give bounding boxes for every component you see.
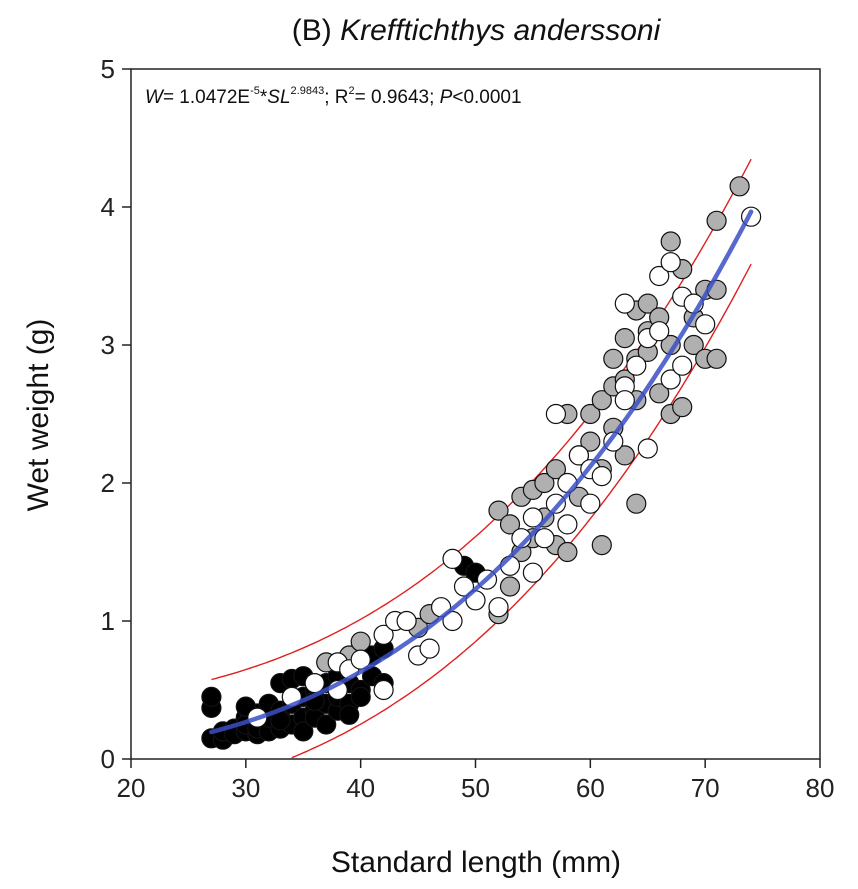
- data-point: [626, 355, 647, 376]
- y-tick-label: 0: [101, 744, 115, 774]
- x-tick-label: 80: [806, 773, 835, 803]
- data-point: [637, 293, 658, 314]
- data-point: [591, 390, 612, 411]
- x-tick-label: 20: [117, 773, 146, 803]
- y-axis-title: Wet weight (g): [22, 319, 55, 512]
- data-point: [580, 403, 601, 425]
- data-point: [660, 252, 681, 273]
- data-point: [683, 334, 704, 356]
- data-point: [522, 562, 544, 583]
- prediction-band-lower: [291, 263, 752, 759]
- data-point: [350, 631, 371, 652]
- x-axis-title: Standard length (mm): [331, 846, 621, 879]
- data-point: [614, 328, 635, 349]
- data-point: [522, 507, 544, 528]
- data-point: [672, 397, 693, 418]
- data-point: [580, 493, 601, 514]
- plot-area: [130, 68, 821, 760]
- data-point: [603, 348, 624, 369]
- data-point: [534, 528, 555, 549]
- y-tick-label: 2: [101, 468, 115, 498]
- y-tick-label: 1: [101, 606, 115, 636]
- x-tick-label: 40: [346, 773, 375, 803]
- data-point: [660, 369, 681, 390]
- data-point: [649, 321, 670, 342]
- data-point: [488, 500, 509, 521]
- data-point: [706, 348, 727, 369]
- x-tick-label: 50: [461, 773, 490, 803]
- data-point: [442, 548, 463, 570]
- data-point: [499, 576, 521, 597]
- data-point: [557, 514, 578, 535]
- data-point: [453, 576, 475, 597]
- data-point: [706, 210, 727, 231]
- data-point: [637, 438, 658, 459]
- data-point: [293, 721, 314, 742]
- data-point: [660, 231, 681, 252]
- chart-title: (B) Krefftichthys anderssoni: [292, 14, 662, 47]
- data-point: [545, 459, 567, 480]
- data-point: [396, 610, 417, 632]
- fit-curve: [209, 209, 754, 735]
- data-point: [534, 472, 555, 494]
- data-point: [557, 541, 578, 563]
- data-point: [614, 390, 635, 411]
- axes: 20 30 40 50 60 70 80 0 1 2 3 4 5: [101, 54, 835, 803]
- data-point: [591, 534, 612, 556]
- chart-title-species: Krefftichthys anderssoni: [340, 14, 661, 47]
- y-tick-label: 3: [101, 330, 115, 360]
- chart-title-prefix: (B): [292, 14, 340, 47]
- data-point: [614, 445, 635, 466]
- data-point: [672, 355, 693, 376]
- data-point: [373, 624, 394, 645]
- x-tick-label: 70: [691, 773, 720, 803]
- data-point: [201, 686, 222, 708]
- data-point: [729, 176, 750, 197]
- y-tick-label: 4: [101, 192, 115, 222]
- x-tick-label: 30: [231, 773, 260, 803]
- fit-curve-line: [209, 209, 754, 735]
- data-point: [339, 704, 360, 725]
- data-point: [614, 293, 635, 314]
- data-point: [499, 514, 521, 535]
- plot-frame: [130, 68, 821, 760]
- data-point: [580, 431, 601, 452]
- data-point: [350, 686, 371, 708]
- data-point: [591, 466, 612, 487]
- data-point: [419, 638, 440, 659]
- data-point: [373, 679, 394, 701]
- data-points: [201, 176, 762, 750]
- data-point: [304, 672, 325, 694]
- data-point: [649, 265, 670, 287]
- data-point: [488, 597, 509, 618]
- x-tick-label: 60: [576, 773, 605, 803]
- data-point: [695, 314, 716, 335]
- data-point: [568, 445, 590, 466]
- data-point: [316, 714, 337, 735]
- regression-equation: W= 1.0472E-5*SL2.9843; R2= 0.9643; P<0.0…: [145, 85, 522, 108]
- y-tick-label: 5: [101, 54, 115, 84]
- data-point: [626, 493, 647, 514]
- data-point: [649, 383, 670, 404]
- data-point: [603, 431, 624, 452]
- data-point: [545, 403, 567, 425]
